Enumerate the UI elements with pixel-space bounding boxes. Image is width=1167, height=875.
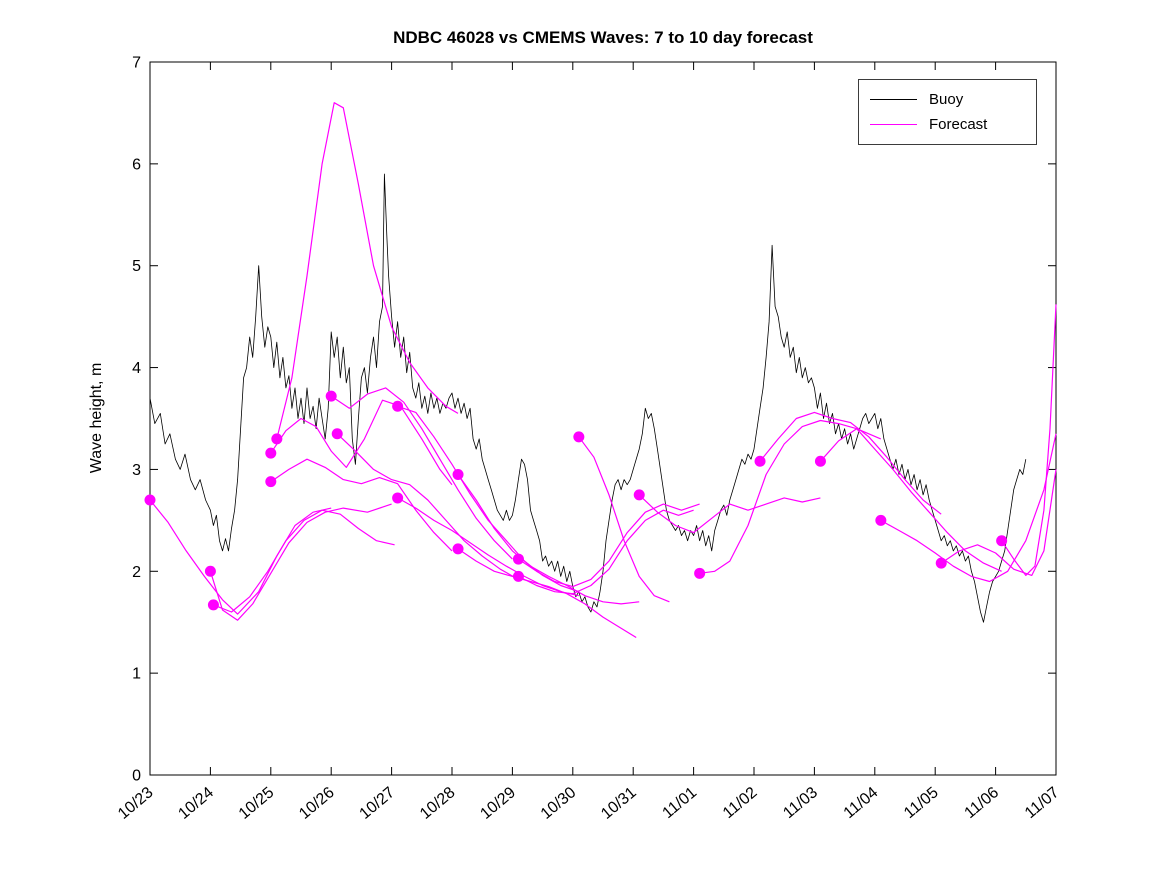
forecast-start-dot (452, 543, 464, 555)
forecast-start-dot (512, 570, 524, 582)
forecast-start-dot (633, 489, 645, 501)
x-tick-label: 10/23 (115, 784, 157, 823)
y-tick-label: 6 (132, 156, 141, 173)
forecast-start-dot (207, 599, 219, 611)
forecast-segment-line (149, 499, 332, 615)
y-tick-label: 0 (132, 768, 141, 785)
forecast-segment-line (270, 399, 453, 486)
forecast-segment-line (518, 503, 700, 588)
forecast-start-dot (325, 390, 337, 402)
forecast-start-dot (204, 565, 216, 577)
legend-item-forecast: Forecast (859, 112, 1036, 137)
legend: Buoy Forecast (858, 79, 1037, 145)
x-tick-label: 10/25 (236, 784, 278, 823)
forecast-segment-line (213, 509, 395, 613)
forecast-start-dot (996, 535, 1008, 547)
forecast-start-dot (144, 494, 156, 506)
forecast-start-dot (814, 455, 826, 467)
x-tick-label: 10/31 (598, 784, 640, 823)
forecast-start-dot (573, 431, 585, 443)
x-tick-label: 11/06 (961, 784, 1002, 822)
forecast-segment-line (270, 458, 453, 552)
x-tick-label: 10/27 (357, 784, 399, 823)
forecast-segment-line (1001, 304, 1057, 577)
forecast-start-dot (331, 428, 343, 440)
legend-item-buoy: Buoy (859, 87, 1036, 112)
forecast-segment-line (638, 494, 821, 534)
y-tick-label: 2 (132, 564, 141, 581)
forecast-segment-line (578, 436, 670, 603)
x-tick-label: 11/03 (780, 784, 821, 822)
forecast-segment-line (397, 497, 579, 597)
forecast-line-swatch (870, 124, 917, 125)
forecast-segment-line (336, 433, 519, 580)
x-tick-label: 11/01 (659, 784, 700, 822)
y-tick-label: 1 (132, 666, 141, 683)
forecast-segment-line (699, 419, 882, 574)
forecast-segment-line (276, 102, 459, 440)
chart-title: NDBC 46028 vs CMEMS Waves: 7 to 10 day f… (393, 28, 813, 47)
x-tick-label: 11/02 (720, 784, 761, 822)
forecast-start-dot (392, 492, 404, 504)
buoy-line-swatch (870, 99, 917, 100)
forecast-start-dot (875, 514, 887, 526)
y-tick-label: 3 (132, 462, 141, 479)
forecast-start-dot (694, 567, 706, 579)
forecast-segment-line (880, 433, 1057, 583)
y-tick-label: 7 (132, 55, 141, 72)
forecast-segment-line (759, 411, 942, 515)
y-tick-label: 4 (132, 360, 141, 377)
x-tick-label: 11/05 (901, 784, 942, 822)
axes-box (149, 61, 1057, 776)
y-tick-label: 5 (132, 258, 141, 275)
x-tick-label: 10/29 (477, 784, 519, 823)
forecast-segment-line (457, 548, 637, 639)
legend-label-buoy: Buoy (929, 91, 964, 108)
forecast-segment-line (457, 474, 640, 605)
forecast-segment-line (330, 387, 513, 560)
buoy-line (149, 173, 1027, 623)
forecast-start-dot (452, 469, 464, 481)
forecast-start-dot (754, 455, 766, 467)
x-tick-label: 11/07 (1022, 784, 1063, 822)
x-tick-label: 10/26 (296, 784, 338, 823)
forecast-start-dot (271, 433, 283, 445)
x-tick-label: 10/24 (175, 784, 217, 823)
forecast-segment-line (518, 509, 694, 595)
forecast-start-dot (512, 553, 524, 565)
forecast-start-dot (392, 400, 404, 412)
x-tick-label: 10/30 (538, 784, 580, 823)
forecast-start-dot (265, 447, 277, 459)
x-tick-label: 10/28 (417, 784, 459, 823)
y-axis-label: Wave height, m (88, 362, 105, 474)
forecast-start-dot (935, 557, 947, 569)
x-tick-label: 11/04 (841, 784, 882, 822)
forecast-segment-line (819, 428, 1002, 572)
forecast-segment-line (940, 469, 1057, 577)
legend-label-forecast: Forecast (929, 116, 988, 133)
forecast-start-dot (265, 476, 277, 488)
forecast-segment-line (209, 503, 392, 621)
